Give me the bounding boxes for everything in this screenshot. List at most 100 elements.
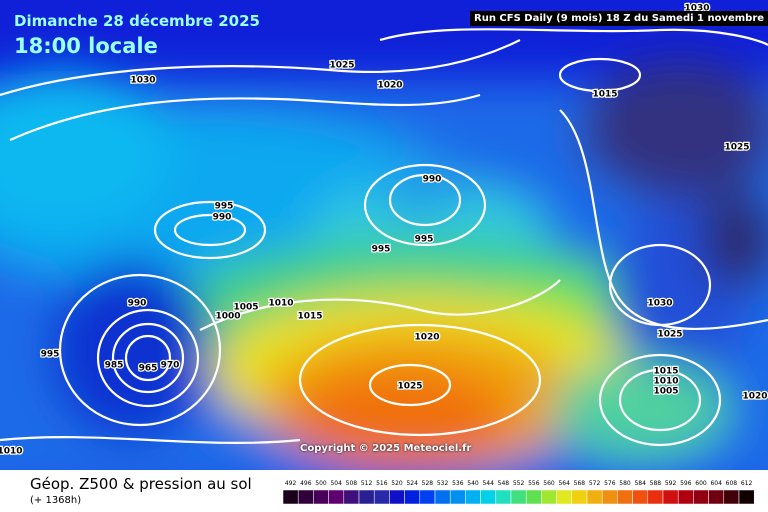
legend-swatch (510, 489, 527, 505)
colorbar: 492 496 500 504 508 512 516 520 524 528 532 536 540 5… (282, 480, 755, 505)
legend-label: 576 (604, 480, 616, 487)
isobar-label: 995 (215, 202, 234, 212)
legend-label: 520 (391, 480, 403, 487)
isobar-label: 970 (161, 361, 180, 371)
isobar-label: 1005 (653, 387, 678, 397)
legend-swatch (525, 489, 542, 505)
legend-swatch (328, 489, 345, 505)
legend-swatch (419, 489, 436, 505)
isobar-label: 1025 (329, 61, 354, 71)
legend-label: 548 (498, 480, 510, 487)
isobar-label: 990 (213, 213, 232, 223)
isobar-label: 990 (128, 299, 147, 309)
isobars (0, 28, 768, 447)
legend-swatch (586, 489, 603, 505)
isobar-label: 1010 (268, 299, 293, 309)
legend-swatch (723, 489, 740, 505)
legend-label: 552 (513, 480, 525, 487)
legend-swatch (617, 489, 633, 505)
legend-label: 544 (482, 480, 494, 487)
isobar-label: 1015 (297, 312, 322, 322)
footer-title: Géop. Z500 & pression au sol (30, 475, 252, 493)
isobar-label: 1010 (0, 447, 23, 457)
legend-swatch (297, 489, 314, 505)
isobar-label: 995 (415, 235, 434, 245)
isobar-label: 990 (423, 175, 442, 185)
legend-swatch (313, 489, 329, 505)
date: Dimanche 28 décembre 2025 (14, 12, 260, 30)
legend-label: 592 (665, 480, 677, 487)
legend-label: 536 (452, 480, 464, 487)
legend-label: 588 (650, 480, 662, 487)
legend-swatch (480, 489, 497, 505)
legend-label: 612 (741, 480, 753, 487)
legend-label: 516 (376, 480, 388, 487)
legend-label: 500 (315, 480, 327, 487)
legend-swatch (556, 489, 573, 505)
legend-label: 556 (528, 480, 540, 487)
legend-label: 560 (543, 480, 555, 487)
legend-swatch (434, 489, 451, 505)
legend-label: 564 (558, 480, 570, 487)
isobar-label: 985 (105, 361, 124, 371)
isobar-label: 1030 (647, 299, 672, 309)
legend-label: 496 (300, 480, 312, 487)
isobar-label: 1015 (592, 90, 617, 100)
footer-lead: (+ 1368h) (30, 495, 82, 506)
legend-label: 532 (437, 480, 449, 487)
legend-label: 580 (619, 480, 631, 487)
legend-label: 524 (406, 480, 418, 487)
isobar-label: 1015 (653, 367, 678, 377)
legend-swatch (465, 489, 481, 505)
legend-swatch (708, 489, 725, 505)
isobar-label: 1010 (653, 377, 678, 387)
legend-label: 540 (467, 480, 479, 487)
isobar-label: 1005 (233, 303, 258, 313)
legend-swatch (662, 489, 679, 505)
isobar-label: 1020 (377, 81, 402, 91)
legend-label: 596 (680, 480, 692, 487)
isobar-label: 1000 (215, 312, 240, 322)
legend-label: 492 (285, 480, 297, 487)
legend-swatch (541, 489, 557, 505)
legend-swatch (404, 489, 421, 505)
legend-label: 584 (634, 480, 646, 487)
legend-label: 572 (589, 480, 601, 487)
legend-swatch (632, 489, 649, 505)
legend-swatch (693, 489, 709, 505)
isobar-label: 995 (41, 350, 60, 360)
legend-swatch (343, 489, 360, 505)
legend-label: 508 (346, 480, 358, 487)
legend-label: 608 (726, 480, 738, 487)
legend-swatch (358, 489, 375, 505)
legend-swatch (495, 489, 512, 505)
legend-swatch (373, 489, 390, 505)
isobar-label: 1020 (742, 392, 767, 402)
copyright: Copyright © 2025 Meteociel.fr (300, 443, 472, 454)
z500-field (0, 0, 768, 470)
legend-swatch (738, 489, 755, 505)
legend-label: 604 (710, 480, 722, 487)
isobar-label: 1020 (414, 333, 439, 343)
isobar-label: 1030 (130, 76, 155, 86)
legend-swatch (389, 489, 405, 505)
isobar-label: 995 (372, 245, 391, 255)
legend-swatch (571, 489, 588, 505)
isobar-labels: 1030102510201015103010259909959909959959… (0, 2, 768, 458)
run-info: Run CFS Daily (9 mois) 18 Z du Samedi 1 … (470, 11, 768, 26)
isobar-label: 1025 (724, 143, 749, 153)
legend-swatch (601, 489, 618, 505)
legend-swatch (647, 489, 664, 505)
legend-label: 528 (422, 480, 434, 487)
isobar-label: 1025 (657, 330, 682, 340)
isobar-label: 1025 (397, 382, 422, 392)
legend-label: 600 (695, 480, 707, 487)
isobar-label: 965 (139, 364, 158, 374)
legend-swatch (449, 489, 466, 505)
legend-label: 512 (361, 480, 373, 487)
legend-swatch (282, 489, 299, 505)
legend-label: 504 (330, 480, 342, 487)
legend-label: 568 (574, 480, 586, 487)
